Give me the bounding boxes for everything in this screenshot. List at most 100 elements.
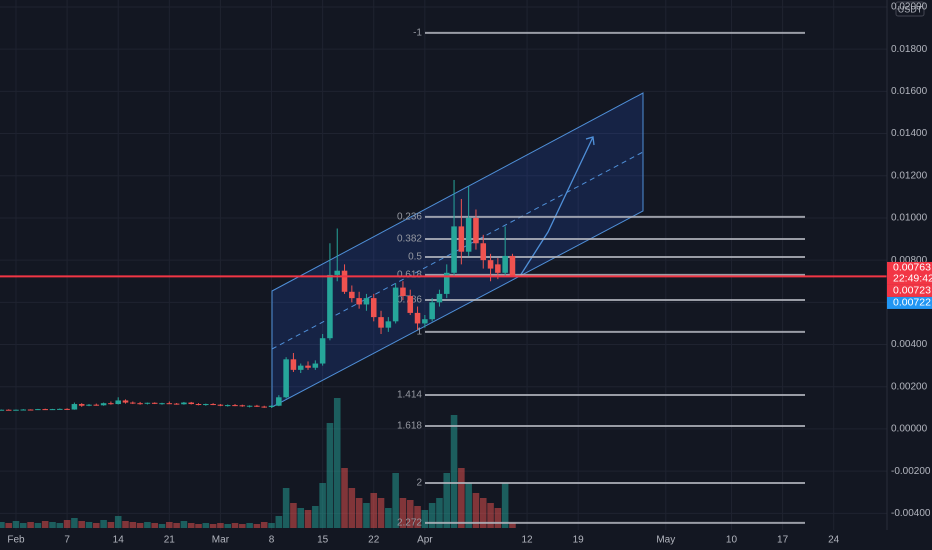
x-tick-label: 22 (368, 535, 380, 546)
volume-bar (5, 523, 12, 528)
channel-midline (271, 151, 644, 350)
y-tick-label: 0.00200 (891, 381, 928, 392)
candle-body (232, 405, 238, 407)
candle-body (378, 317, 384, 328)
volume-bar (136, 523, 144, 528)
candle-body (356, 298, 362, 305)
candle-body (349, 291, 355, 299)
candle-body (465, 217, 472, 252)
volume-bar (282, 488, 290, 528)
fib-label: 0.236 (397, 212, 422, 223)
volume-bar (246, 523, 253, 528)
candle-body (276, 397, 282, 406)
y-tick-label: -0.00400 (891, 508, 931, 519)
candle-body (42, 409, 48, 411)
fib-label: 0.382 (397, 234, 422, 245)
candle-body (86, 404, 92, 406)
y-tick-label: 0.01200 (891, 170, 928, 181)
candle-body (100, 403, 107, 406)
volume-bar (333, 398, 341, 528)
volume-bar (253, 524, 261, 528)
x-tick-label: 17 (777, 535, 789, 546)
y-tick-label: 0.00800 (891, 255, 928, 266)
candle-body (392, 287, 399, 322)
volume-bar (297, 508, 305, 528)
volume-bar (355, 498, 363, 528)
candle-body (319, 338, 326, 364)
volume-bar (217, 523, 224, 528)
regression-channel (271, 92, 644, 408)
volume-bar (428, 503, 436, 528)
candle-body (144, 402, 151, 404)
volume-bar (49, 522, 56, 528)
x-tick-label: 15 (317, 535, 329, 546)
candle-body (305, 365, 311, 368)
candle-body (400, 287, 406, 297)
candle-body (327, 274, 333, 339)
volume-bar (487, 503, 494, 528)
grid (0, 0, 887, 530)
volume-bar (443, 473, 451, 528)
candle-body (27, 409, 34, 411)
x-tick-label: 7 (64, 535, 70, 546)
volume-bar (501, 483, 509, 528)
y-tick-label: 0.00000 (891, 424, 928, 435)
candle-body (370, 298, 377, 318)
y-tick-label: -0.00200 (891, 466, 931, 477)
candle-body (49, 409, 56, 411)
x-tick-label: 14 (113, 535, 125, 546)
candle-body (268, 405, 275, 407)
countdown: 22:49:42 (893, 273, 932, 285)
fib-label: 1 (416, 327, 422, 338)
fib-label: 2.272 (397, 517, 422, 528)
volume-bar (85, 522, 93, 528)
candle-body (487, 260, 494, 269)
candle-body (290, 359, 297, 370)
candle-body (166, 403, 173, 405)
x-tick-label: Apr (417, 535, 433, 546)
candle-body (151, 402, 158, 404)
volume-bar (268, 523, 275, 528)
volume-bar (93, 523, 100, 528)
volume-bar (166, 522, 173, 528)
volume-bar (41, 521, 49, 528)
candle-body (363, 298, 370, 305)
candle-body (509, 255, 516, 277)
candle-body (35, 409, 41, 411)
currency-box (895, 1, 925, 17)
volume-bar (385, 508, 392, 528)
candle-body (385, 321, 392, 328)
candle-body (137, 403, 143, 405)
candle-body (195, 404, 202, 406)
y-tick-label: 0.01000 (891, 213, 928, 224)
price-badge (887, 261, 932, 274)
candle-body (254, 405, 260, 407)
candle-body (5, 409, 12, 411)
candle-body (13, 409, 19, 411)
volume-bar (458, 468, 465, 528)
volume-bar (209, 524, 217, 528)
candle-body (64, 408, 70, 410)
candle-body (57, 408, 63, 410)
volume-bar (239, 524, 246, 528)
volume-bar (290, 503, 297, 528)
volume-bar (421, 510, 429, 528)
fib-label: 2 (416, 478, 422, 489)
volume-bar (392, 473, 399, 528)
volume-bar (377, 498, 385, 528)
candle-body (71, 404, 78, 410)
volume-bar (275, 516, 283, 528)
x-tick-label: Feb (7, 535, 25, 546)
candle-layer (0, 179, 516, 411)
x-tick-label: 12 (521, 535, 533, 546)
volume-bar (260, 522, 268, 528)
volume-bar (114, 516, 122, 528)
candle-body (188, 402, 194, 405)
candle-body (108, 403, 114, 405)
candle-body (334, 270, 341, 275)
candle-body (429, 302, 435, 320)
volume-bar (63, 520, 71, 528)
fib-label: 0.5 (408, 252, 422, 263)
